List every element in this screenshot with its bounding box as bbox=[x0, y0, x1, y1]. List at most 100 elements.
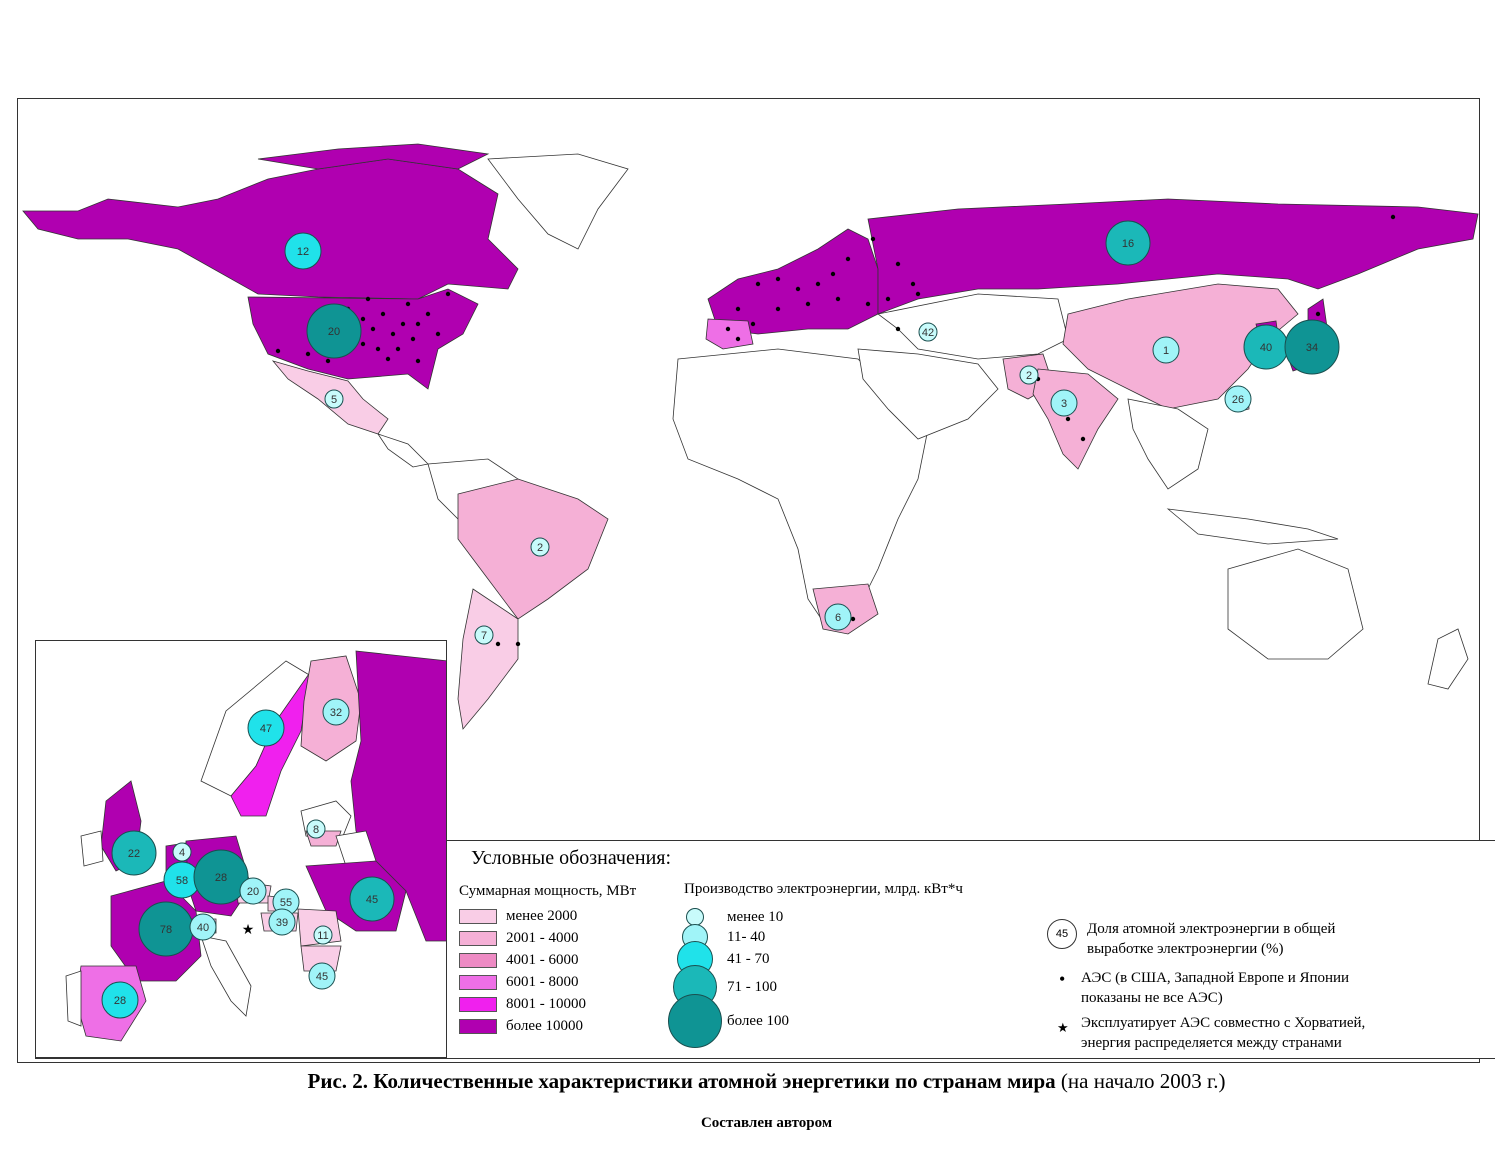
region-china bbox=[1062, 283, 1299, 410]
npp-dot bbox=[830, 271, 836, 277]
production-label: 11- 40 bbox=[727, 929, 766, 945]
npp-dot bbox=[725, 326, 731, 332]
share-sample-circle: 45 bbox=[1047, 919, 1077, 949]
capacity-label: 4001 - 6000 bbox=[506, 951, 579, 968]
europe-circle-uk bbox=[111, 830, 157, 876]
npp-dot bbox=[385, 356, 391, 362]
capacity-label: 6001 - 8000 bbox=[506, 973, 579, 990]
npp-dot bbox=[795, 286, 801, 292]
region-middle-east bbox=[857, 348, 999, 440]
world-production-circles: 12 20 5 2 7 6 16 42 2 3 1 40 34 26 bbox=[284, 220, 1340, 645]
europe-circle-bulgaria bbox=[308, 962, 336, 990]
world-share-mexico: 5 bbox=[331, 394, 337, 406]
npp-dot bbox=[305, 351, 311, 357]
region-russia bbox=[867, 198, 1479, 315]
share-label-line-2: выработке электроэнергии (%) bbox=[1087, 941, 1284, 957]
world-share-china: 1 bbox=[1163, 345, 1169, 357]
region-europe bbox=[707, 228, 879, 335]
npp-dot bbox=[735, 306, 741, 312]
production-label: 71 - 100 bbox=[727, 979, 777, 995]
region-italy bbox=[200, 935, 252, 1017]
europe-share-czech: 20 bbox=[247, 886, 259, 898]
capacity-class-4: 8001 - 10000 bbox=[459, 995, 586, 1013]
npp-legend-text: АЭС (в США, Западной Европе и Японии пок… bbox=[1081, 968, 1349, 1008]
europe-share-france: 78 bbox=[160, 924, 172, 936]
npp-dot bbox=[365, 296, 371, 302]
capacity-label: 2001 - 4000 bbox=[506, 929, 579, 946]
npp-dot bbox=[415, 321, 421, 327]
legend-title: Условные обозначения: bbox=[471, 847, 672, 869]
world-circle-china bbox=[1152, 336, 1180, 364]
capacity-swatch bbox=[459, 1018, 497, 1034]
world-share-south-africa: 6 bbox=[835, 612, 841, 624]
npp-dot bbox=[775, 276, 781, 282]
npp-dot bbox=[405, 301, 411, 307]
share-sample-value: 45 bbox=[1055, 928, 1069, 940]
npp-dot bbox=[755, 281, 761, 287]
npp-dot bbox=[380, 311, 386, 317]
npp-dot bbox=[1080, 436, 1086, 442]
europe-circle-romania bbox=[313, 925, 333, 945]
europe-circle-finland bbox=[322, 698, 350, 726]
capacity-class-5: более 10000 bbox=[459, 1017, 583, 1035]
europe-circle-sweden bbox=[247, 709, 285, 747]
world-circle-india bbox=[1050, 389, 1078, 417]
npp-dot bbox=[775, 306, 781, 312]
world-share-argentina: 7 bbox=[481, 630, 487, 642]
region-new-zealand bbox=[1427, 628, 1469, 690]
capacity-label: более 10000 bbox=[506, 1017, 583, 1034]
world-circle-pakistan bbox=[1019, 365, 1039, 385]
npp-dot bbox=[815, 281, 821, 287]
production-circle-4 bbox=[668, 994, 722, 1048]
europe-share-finland: 32 bbox=[330, 707, 342, 719]
world-share-russia: 16 bbox=[1122, 238, 1134, 250]
europe-circle-lithuania bbox=[306, 819, 326, 839]
region-indonesia bbox=[1166, 508, 1339, 545]
region-india bbox=[1032, 368, 1119, 470]
caption-suffix: (на начало 2003 г.) bbox=[1060, 1069, 1226, 1093]
star-label-line-2: энергия распределяется между странами bbox=[1081, 1035, 1342, 1051]
capacity-swatch bbox=[459, 974, 497, 990]
npp-dot bbox=[425, 311, 431, 317]
world-share-korea: 40 bbox=[1260, 342, 1272, 354]
world-circle-mexico bbox=[324, 389, 344, 409]
npp-dot bbox=[410, 336, 416, 342]
production-label: менее 10 bbox=[727, 909, 784, 925]
europe-share-uk: 22 bbox=[128, 848, 140, 860]
npp-dot bbox=[885, 296, 891, 302]
europe-share-belgium: 58 bbox=[176, 875, 188, 887]
npp-dot bbox=[805, 301, 811, 307]
europe-circle-switzerland bbox=[189, 913, 217, 941]
capacity-legend-title: Суммарная мощность, МВт bbox=[459, 883, 637, 899]
world-circle-south-africa bbox=[824, 603, 852, 631]
region-central-asia bbox=[877, 293, 1069, 360]
capacity-label: менее 2000 bbox=[506, 907, 578, 924]
npp-dot bbox=[495, 641, 501, 647]
production-legend-title: Производство электроэнергии, млрд. кВт*ч bbox=[684, 881, 963, 897]
europe-share-slovakia: 55 bbox=[280, 897, 292, 909]
world-share-japan: 34 bbox=[1306, 342, 1318, 354]
world-share-armenia: 42 bbox=[922, 327, 934, 339]
share-legend-item: 45 bbox=[1047, 919, 1077, 949]
europe-share-sweden: 47 bbox=[260, 723, 272, 735]
npp-dot bbox=[445, 291, 451, 297]
capacity-label: 8001 - 10000 bbox=[506, 995, 586, 1012]
author-credit: Составлен автором bbox=[700, 1115, 833, 1131]
europe-circle-netherlands bbox=[172, 842, 192, 862]
world-share-pakistan: 2 bbox=[1026, 370, 1032, 382]
europe-circle-spain bbox=[101, 981, 139, 1019]
npp-dot bbox=[910, 281, 916, 287]
region-portugal bbox=[65, 970, 82, 1027]
world-circle-armenia bbox=[918, 322, 938, 342]
npp-dot bbox=[870, 236, 876, 242]
caption-area: Рис. 2. Количественные характеристики ат… bbox=[35, 1058, 1495, 1163]
world-circle-argentina bbox=[474, 625, 494, 645]
npp-dot bbox=[835, 296, 841, 302]
world-share-taiwan: 26 bbox=[1232, 394, 1244, 406]
npp-dot bbox=[370, 326, 376, 332]
npp-dot bbox=[895, 261, 901, 267]
capacity-swatch bbox=[459, 930, 497, 946]
europe-production-circles: 47 32 8 22 4 58 28 20 55 39 45 11 45 78 40 28 bbox=[101, 698, 395, 1019]
npp-dot bbox=[325, 358, 331, 364]
npp-dot-icon: • bbox=[1059, 969, 1066, 989]
